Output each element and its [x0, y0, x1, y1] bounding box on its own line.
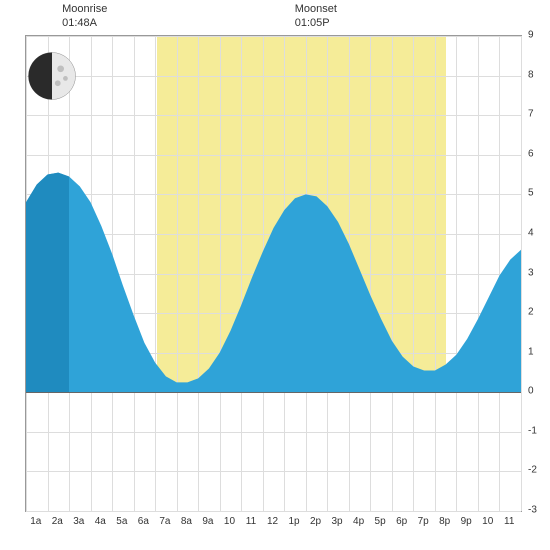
x-tick-label: 10 — [482, 516, 493, 527]
y-tick-label: 7 — [528, 109, 534, 120]
x-tick-label: 8p — [439, 516, 450, 527]
moonrise-label: Moonrise 01:48A — [62, 2, 107, 31]
moon-phase-icon — [28, 52, 76, 100]
x-tick-label: 11 — [246, 516, 256, 527]
moonset-time: 01:05P — [295, 17, 330, 29]
grid-v — [521, 36, 522, 511]
x-tick-label: 5a — [116, 516, 127, 527]
x-tick-label: 1a — [30, 516, 41, 527]
x-tick-label: 6p — [396, 516, 407, 527]
moonset-title: Moonset — [295, 3, 337, 15]
x-tick-label: 7a — [159, 516, 170, 527]
y-tick-label: 3 — [528, 267, 534, 278]
y-tick-label: 8 — [528, 69, 534, 80]
x-tick-label: 6a — [138, 516, 149, 527]
grid-h — [26, 511, 521, 512]
x-tick-label: 2p — [310, 516, 321, 527]
y-tick-label: 4 — [528, 227, 534, 238]
zero-line — [26, 392, 521, 393]
y-tick-label: -2 — [528, 465, 537, 476]
x-tick-label: 1p — [288, 516, 299, 527]
y-tick-label: 9 — [528, 30, 534, 41]
plot-area — [25, 35, 522, 512]
x-tick-label: 9a — [202, 516, 213, 527]
x-tick-label: 10 — [224, 516, 235, 527]
y-tick-label: 2 — [528, 307, 534, 318]
moonset-label: Moonset 01:05P — [295, 2, 337, 31]
x-tick-label: 3a — [73, 516, 84, 527]
tide-chart: Moonrise 01:48A Moonset 01:05P 1a 2a 3a 4a 5a 6a… — [0, 0, 550, 550]
x-tick-label: 4a — [95, 516, 106, 527]
moonrise-title: Moonrise — [62, 3, 107, 15]
moonrise-time: 01:48A — [62, 17, 97, 29]
y-tick-label: -1 — [528, 425, 537, 436]
y-tick-label: 5 — [528, 188, 534, 199]
y-tick-label: 0 — [528, 386, 534, 397]
x-tick-label: 9p — [461, 516, 472, 527]
x-tick-label: 3p — [332, 516, 343, 527]
x-tick-label: 7p — [418, 516, 429, 527]
x-tick-label: 11 — [504, 516, 514, 527]
y-tick-label: 1 — [528, 346, 534, 357]
y-tick-label: -3 — [528, 505, 537, 516]
x-tick-label: 4p — [353, 516, 364, 527]
x-tick-label: 12 — [267, 516, 278, 527]
x-tick-label: 2a — [52, 516, 63, 527]
x-tick-label: 5p — [375, 516, 386, 527]
tide-area — [26, 36, 521, 511]
x-tick-label: 8a — [181, 516, 192, 527]
y-tick-label: 6 — [528, 148, 534, 159]
